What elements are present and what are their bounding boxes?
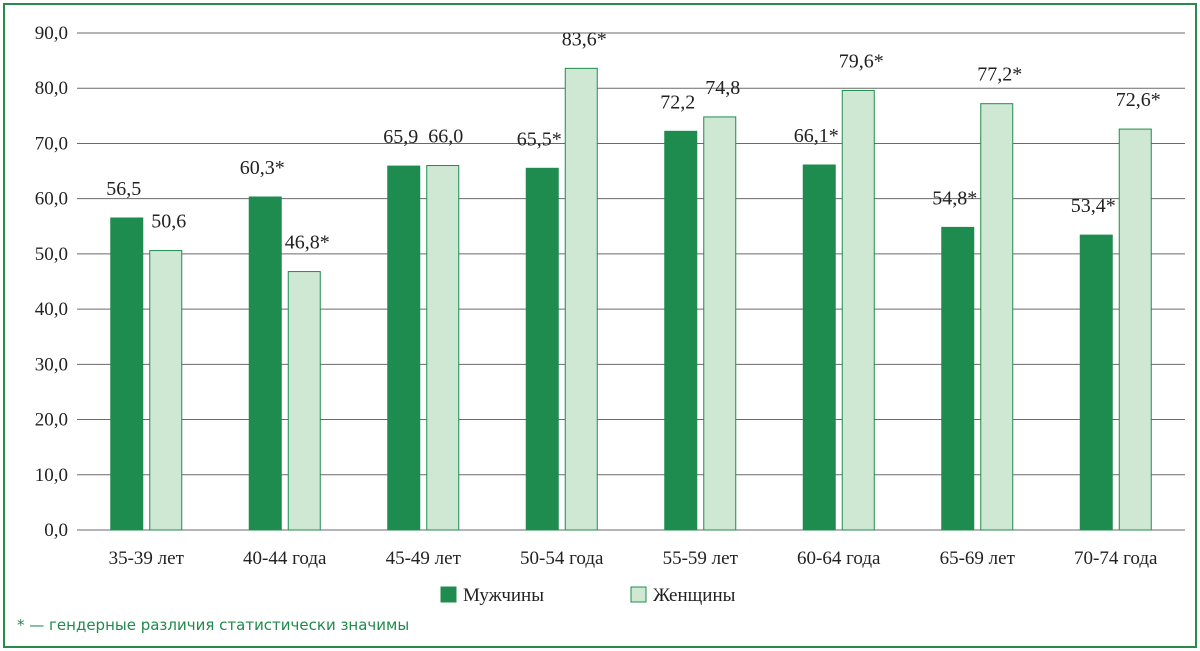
- bar-men: [941, 226, 975, 531]
- bar-men: [664, 130, 698, 531]
- y-tick-label: 30,0: [35, 354, 68, 375]
- y-tick-label: 50,0: [35, 244, 68, 265]
- x-tick-label: 50-54 года: [520, 548, 604, 569]
- x-tick-label: 45-49 лет: [386, 548, 462, 569]
- y-tick-label: 60,0: [35, 189, 68, 210]
- data-label-men: 65,5*: [517, 128, 562, 150]
- y-tick-label: 20,0: [35, 410, 68, 431]
- bar-women: [149, 250, 183, 531]
- x-tick-label: 55-59 лет: [663, 548, 739, 569]
- data-label-men: 53,4*: [1071, 195, 1116, 217]
- data-label-women: 50,6: [151, 211, 186, 233]
- data-label-women: 79,6*: [839, 50, 884, 72]
- y-tick-label: 80,0: [35, 78, 68, 99]
- x-tick-label: 35-39 лет: [109, 548, 185, 569]
- bar-women: [703, 116, 737, 531]
- data-label-men: 54,8*: [932, 187, 977, 209]
- bar-men: [248, 196, 282, 531]
- data-label-men: 65,9: [383, 126, 418, 148]
- bar-men: [525, 167, 559, 531]
- legend-women-label: Женщины: [653, 585, 736, 606]
- x-tick-label: 40-44 года: [243, 548, 327, 569]
- y-tick-label: 10,0: [35, 465, 68, 486]
- bar-men: [110, 217, 144, 531]
- data-label-women: 83,6*: [562, 28, 607, 50]
- bar-women: [287, 271, 321, 531]
- x-tick-label: 60-64 года: [797, 548, 881, 569]
- legend-men-swatch: [440, 586, 457, 603]
- y-tick-label: 90,0: [35, 23, 68, 44]
- footnote: * — гендерные различия статистически зна…: [17, 616, 410, 634]
- data-label-women: 46,8*: [285, 232, 330, 254]
- y-tick-label: 70,0: [35, 133, 68, 154]
- bar-women: [564, 67, 598, 531]
- data-label-men: 72,2: [660, 91, 695, 113]
- data-label-men: 66,1*: [794, 125, 839, 147]
- y-tick-label: 40,0: [35, 299, 68, 320]
- legend-women-swatch: [630, 586, 647, 603]
- bar-men: [1079, 234, 1113, 531]
- x-tick-label: 65-69 лет: [940, 548, 1016, 569]
- data-label-men: 56,5: [106, 178, 141, 200]
- x-tick-label: 70-74 года: [1074, 548, 1158, 569]
- legend-men-label: Мужчины: [463, 585, 544, 606]
- data-label-women: 74,8: [705, 77, 740, 99]
- data-label-men: 60,3*: [240, 157, 285, 179]
- bar-women: [980, 103, 1014, 531]
- data-label-women: 66,0: [428, 126, 463, 148]
- bar-men: [387, 165, 421, 531]
- y-tick-label: 0,0: [44, 520, 68, 541]
- bar-women: [426, 165, 460, 531]
- bar-women: [841, 89, 875, 531]
- data-label-women: 72,6*: [1116, 89, 1161, 111]
- bar-women: [1118, 128, 1152, 531]
- data-label-women: 77,2*: [977, 64, 1022, 86]
- bar-men: [802, 164, 836, 531]
